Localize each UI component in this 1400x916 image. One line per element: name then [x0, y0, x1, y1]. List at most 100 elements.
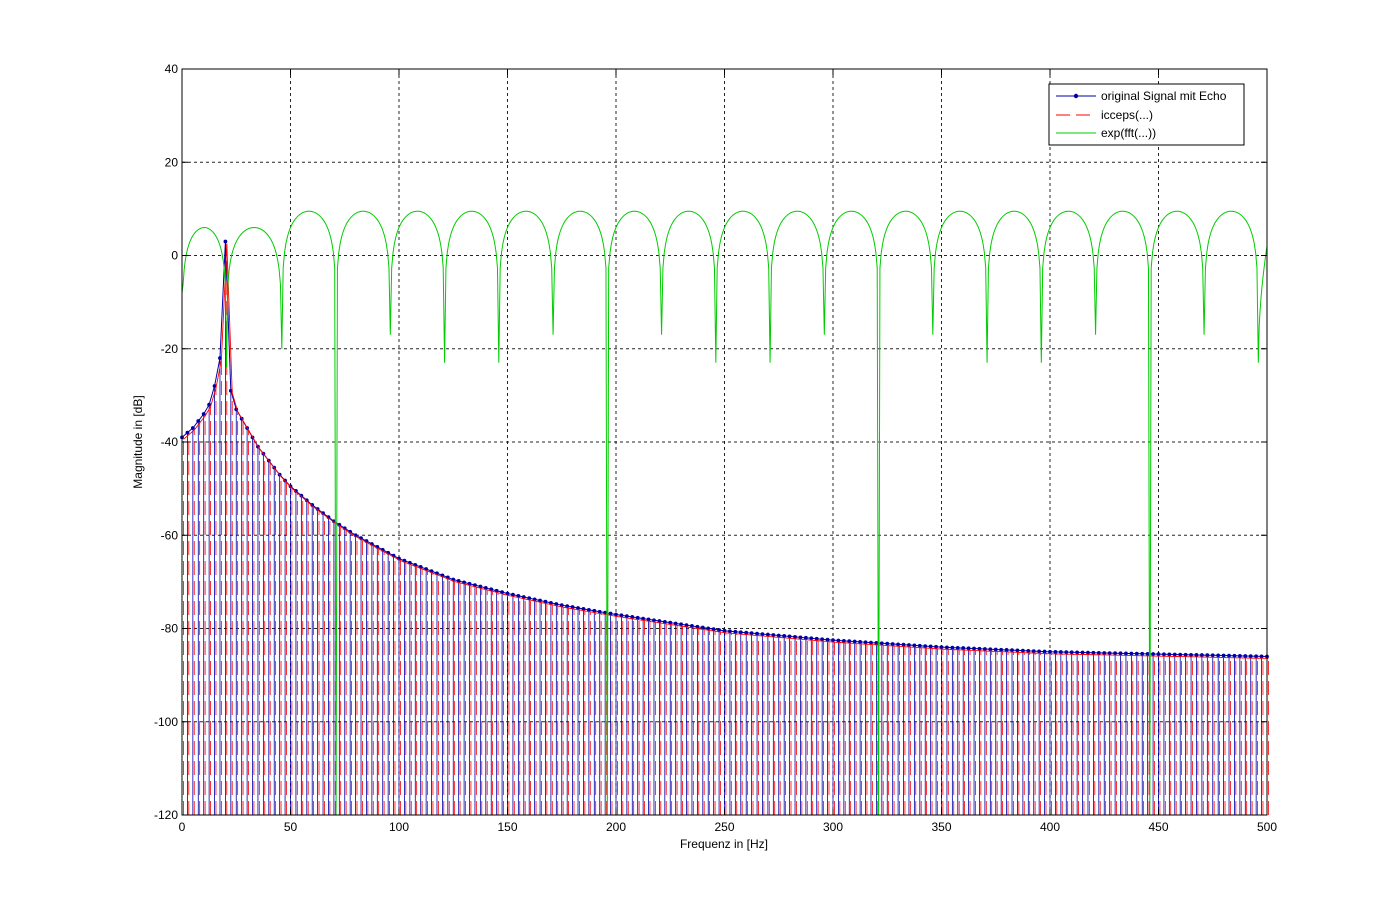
marker-original	[1178, 652, 1183, 657]
marker-original	[1058, 650, 1063, 654]
x-tick-label: 450	[1148, 820, 1168, 834]
marker-original	[1243, 654, 1248, 658]
marker-original	[218, 356, 222, 360]
tick-layer: 0 50 100 150 200 250 300 350 400 450 50040200-20-4…	[154, 62, 1277, 834]
marker-original	[543, 599, 548, 604]
marker-original	[223, 239, 228, 244]
marker-original	[586, 607, 591, 612]
marker-original	[1107, 651, 1112, 655]
x-tick-label: 200	[606, 820, 626, 834]
marker-original	[717, 628, 721, 632]
x-axis-label: Frequenz in [Hz]	[680, 837, 768, 851]
marker-original	[1048, 649, 1052, 654]
marker-original	[1145, 652, 1150, 656]
series-icceps	[182, 243, 1269, 815]
marker-original	[1015, 648, 1020, 653]
marker-original	[787, 634, 792, 639]
marker-original	[793, 634, 797, 639]
marker-original	[196, 419, 201, 423]
y-tick-label: -20	[161, 342, 179, 356]
marker-original	[803, 635, 808, 640]
marker-original	[836, 638, 841, 643]
marker-original	[711, 627, 716, 632]
marker-original	[1069, 650, 1074, 655]
marker-original	[923, 644, 928, 649]
marker-original	[1200, 653, 1204, 657]
marker-original	[814, 636, 819, 641]
x-tick-label: 250	[714, 820, 734, 834]
marker-original	[999, 647, 1004, 652]
marker-original	[1216, 653, 1221, 658]
y-tick-label: -40	[161, 435, 179, 449]
marker-original	[1254, 654, 1259, 659]
marker-original	[738, 630, 743, 635]
marker-original	[907, 643, 911, 647]
marker-original	[1086, 650, 1090, 655]
marker-original	[766, 632, 770, 637]
marker-original	[201, 412, 206, 416]
y-tick-label: 0	[171, 249, 178, 263]
marker-original	[521, 595, 526, 599]
marker-original	[1210, 653, 1215, 658]
y-axis-label: Magnitude in [dB]	[131, 395, 145, 488]
marker-original	[722, 628, 727, 633]
marker-original	[993, 647, 998, 652]
marker-original	[207, 402, 212, 407]
marker-original	[934, 644, 938, 649]
marker-original	[744, 630, 749, 635]
marker-original	[939, 645, 944, 650]
marker-original	[874, 641, 879, 645]
marker-original	[917, 643, 922, 648]
legend: original Signal mit Echo icceps(...) exp…	[1048, 83, 1245, 146]
marker-original	[1156, 652, 1161, 657]
marker-original	[614, 612, 618, 617]
marker-original	[646, 617, 651, 622]
marker-original	[299, 493, 304, 498]
legend-label-original: original Signal mit Echo	[1101, 89, 1227, 103]
marker-original	[304, 498, 309, 503]
marker-original	[1205, 653, 1210, 658]
legend-marker-original	[1073, 93, 1079, 99]
marker-original	[1189, 652, 1193, 657]
marker-original	[624, 614, 629, 619]
marker-original	[1124, 651, 1128, 656]
marker-original	[798, 635, 803, 640]
marker-original	[570, 605, 575, 609]
marker-original	[1031, 649, 1036, 654]
marker-original	[755, 631, 759, 636]
marker-original	[1102, 651, 1107, 655]
y-tick-label: -80	[161, 622, 179, 636]
marker-original	[869, 640, 873, 645]
marker-original	[576, 606, 580, 610]
legend-label-expfft: exp(fft(...))	[1101, 126, 1156, 140]
marker-original	[733, 629, 738, 634]
marker-original	[310, 503, 315, 507]
marker-original	[549, 600, 553, 605]
y-tick-label: -100	[154, 715, 178, 729]
y-tick-label: 40	[165, 62, 179, 76]
marker-original	[896, 642, 900, 647]
marker-original	[825, 637, 830, 642]
x-tick-label: 50	[284, 820, 298, 834]
marker-original	[321, 511, 325, 516]
marker-original	[945, 645, 949, 650]
marker-original	[619, 613, 624, 618]
marker-original	[1248, 654, 1253, 659]
marker-original	[983, 647, 987, 651]
x-tick-label: 150	[497, 820, 517, 834]
marker-original	[760, 632, 765, 636]
y-tick-label: -60	[161, 528, 179, 542]
marker-original	[1237, 653, 1242, 658]
marker-original	[527, 596, 532, 601]
marker-original	[652, 618, 656, 623]
marker-original	[1167, 652, 1172, 657]
marker-original	[1075, 650, 1080, 655]
marker-original	[603, 610, 608, 615]
marker-original	[1227, 653, 1231, 658]
marker-original	[749, 631, 754, 636]
marker-original	[1134, 651, 1139, 656]
marker-original	[1004, 648, 1009, 652]
marker-original	[1183, 652, 1188, 657]
marker-original	[1151, 652, 1155, 656]
